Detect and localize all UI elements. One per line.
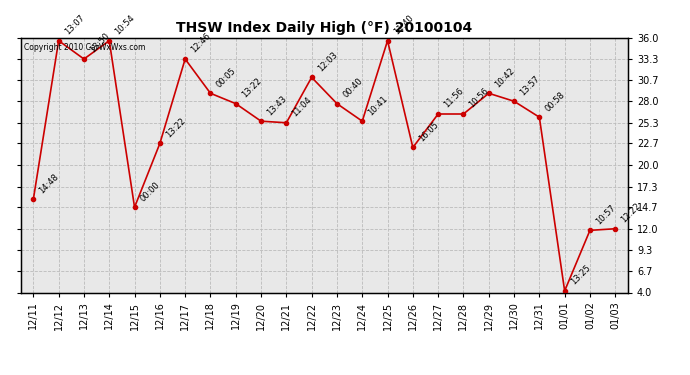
Text: 10:41: 10:41 — [366, 94, 390, 117]
Text: 11:56: 11:56 — [442, 87, 466, 110]
Text: 10:54: 10:54 — [113, 13, 137, 36]
Text: 13:50: 13:50 — [88, 32, 111, 55]
Text: 11:04: 11:04 — [290, 96, 314, 118]
Text: 16:05: 16:05 — [417, 120, 440, 143]
Text: 00:58: 00:58 — [544, 90, 566, 113]
Text: 00:05: 00:05 — [215, 66, 238, 89]
Text: 13:22: 13:22 — [164, 116, 187, 140]
Text: 10:56: 10:56 — [468, 87, 491, 110]
Text: 10:42: 10:42 — [493, 66, 516, 89]
Text: 00:00: 00:00 — [139, 180, 162, 203]
Text: 13:07: 13:07 — [63, 13, 86, 36]
Text: 13:25: 13:25 — [569, 264, 592, 287]
Text: 13:22: 13:22 — [240, 76, 263, 99]
Text: 10:57: 10:57 — [594, 203, 618, 226]
Text: 14:48: 14:48 — [37, 172, 61, 195]
Text: 11:40: 11:40 — [392, 13, 415, 36]
Text: 00:40: 00:40 — [341, 76, 364, 99]
Title: THSW Index Daily High (°F) 20100104: THSW Index Daily High (°F) 20100104 — [176, 21, 473, 35]
Text: 12:03: 12:03 — [316, 50, 339, 73]
Text: Copyright 2010 CarWxWxs.com: Copyright 2010 CarWxWxs.com — [23, 43, 145, 52]
Text: 12:46: 12:46 — [189, 32, 213, 55]
Text: 12:22: 12:22 — [620, 201, 642, 225]
Text: 13:57: 13:57 — [518, 74, 542, 97]
Text: 13:43: 13:43 — [265, 94, 288, 117]
